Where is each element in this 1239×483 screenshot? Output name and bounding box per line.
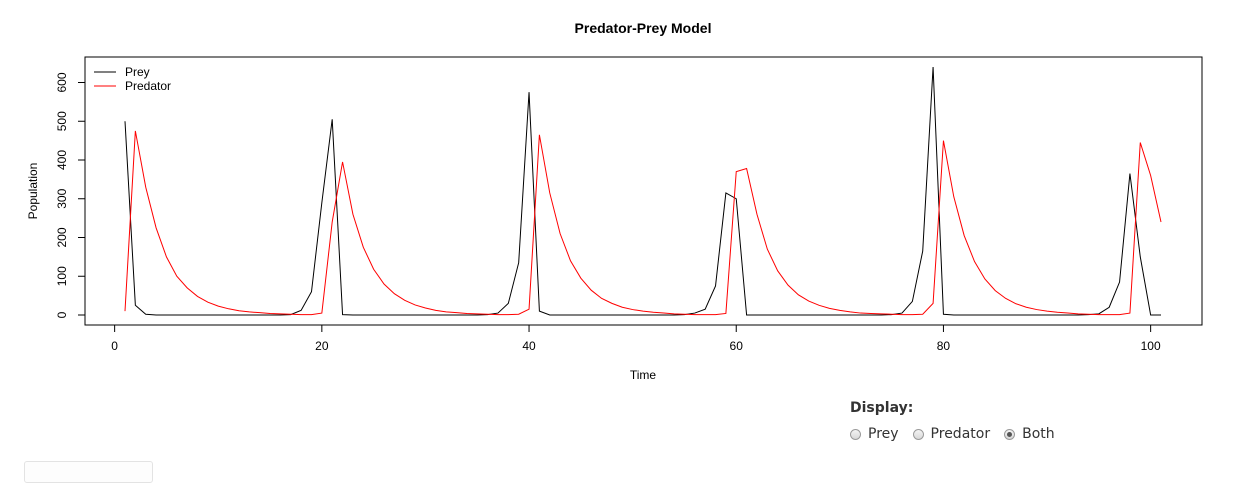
y-axis: 0 100 200 300 400 500 600 (55, 72, 86, 318)
y-tick-label: 200 (55, 227, 69, 247)
radio-predator[interactable]: Predator (912, 426, 991, 442)
radio-both-circle[interactable] (1004, 428, 1016, 440)
x-tick-label: 20 (315, 339, 329, 353)
x-axis-label: Time (630, 368, 657, 382)
y-tick-label: 300 (55, 188, 69, 208)
y-axis-label: Population (26, 163, 40, 220)
display-label: Display: (850, 400, 914, 416)
y-tick-label: 0 (55, 311, 69, 318)
radio-predator-circle[interactable] (912, 428, 924, 440)
series-layer (124, 66, 1162, 316)
y-tick-label: 600 (55, 72, 69, 92)
y-tick-label: 100 (55, 266, 69, 286)
x-tick-label: 0 (111, 339, 118, 353)
x-axis: 0 20 40 60 80 100 (111, 324, 1161, 353)
radio-both[interactable]: Both (1004, 426, 1055, 442)
y-tick-label: 400 (55, 150, 69, 170)
radio-prey-label: Prey (868, 426, 899, 442)
chart-title: Predator-Prey Model (575, 20, 712, 36)
series-line-predator (124, 130, 1162, 316)
legend-label-prey: Prey (125, 65, 150, 79)
display-controls: Display: Prey Predator Both (850, 400, 1069, 442)
radio-prey[interactable]: Prey (850, 426, 899, 442)
x-tick-label: 60 (730, 339, 744, 353)
legend-label-predator: Predator (125, 79, 171, 93)
chart: Predator-Prey Model 0 20 40 60 80 100 0 100 200… (26, 20, 1203, 382)
x-tick-label: 40 (522, 339, 536, 353)
radio-predator-label: Predator (930, 426, 991, 442)
radio-prey-circle[interactable] (850, 428, 861, 440)
plot-frame (84, 56, 1203, 326)
display-radio-group: Prey Predator Both (850, 426, 1069, 442)
y-tick-label: 500 (55, 111, 69, 131)
x-tick-label: 100 (1141, 339, 1161, 353)
series-line-prey (124, 66, 1161, 316)
bottom-panel (24, 461, 153, 483)
x-tick-label: 80 (937, 339, 951, 353)
radio-both-label: Both (1022, 426, 1055, 442)
